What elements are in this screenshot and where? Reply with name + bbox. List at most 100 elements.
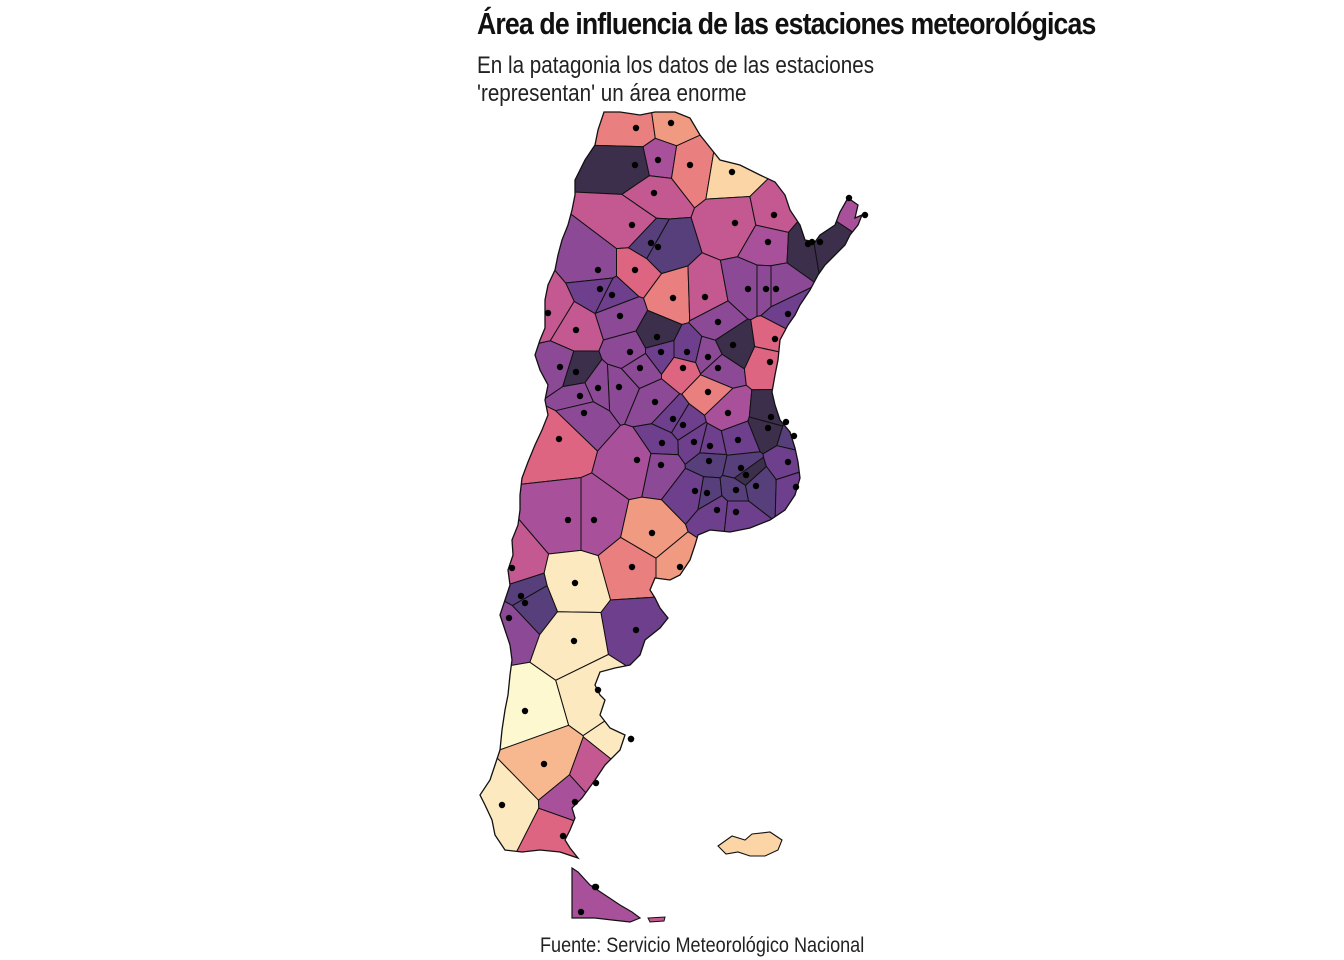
voronoi-cell bbox=[480, 140, 650, 195]
station-point bbox=[521, 707, 529, 715]
voronoi-cell bbox=[749, 148, 812, 233]
station-point bbox=[744, 285, 752, 293]
station-point bbox=[705, 457, 713, 465]
voronoi-cell bbox=[600, 596, 794, 693]
station-point bbox=[594, 266, 602, 274]
voronoi-cell bbox=[554, 401, 622, 452]
map-subtitle: En la patagonia los datos de las estacio… bbox=[477, 52, 874, 108]
station-point bbox=[767, 413, 775, 421]
voronoi-cell bbox=[762, 445, 840, 481]
station-point bbox=[770, 211, 778, 219]
source-caption: Fuente: Servicio Meteorológico Nacional bbox=[540, 934, 865, 957]
station-point bbox=[636, 364, 644, 372]
station-point bbox=[616, 312, 624, 320]
map-title: Área de influencia de las estaciones met… bbox=[477, 6, 1096, 41]
voronoi-cell bbox=[797, 112, 862, 265]
station-point bbox=[654, 243, 662, 251]
station-point bbox=[647, 239, 655, 247]
station-point bbox=[691, 487, 699, 495]
station-point bbox=[580, 409, 588, 417]
station-point bbox=[679, 421, 687, 429]
station-point bbox=[690, 438, 698, 446]
station-point bbox=[498, 801, 506, 809]
station-point bbox=[608, 291, 616, 299]
station-point bbox=[676, 563, 684, 571]
station-point bbox=[555, 435, 563, 443]
voronoi-cell bbox=[480, 149, 575, 366]
station-point bbox=[861, 211, 869, 219]
station-point bbox=[669, 294, 677, 302]
station-point bbox=[544, 309, 552, 317]
station-point bbox=[556, 363, 564, 371]
station-point bbox=[521, 599, 529, 607]
station-point bbox=[626, 348, 634, 356]
station-point bbox=[571, 579, 579, 587]
station-point bbox=[742, 471, 750, 479]
station-point bbox=[596, 285, 604, 293]
station-point bbox=[631, 161, 639, 169]
station-point bbox=[615, 383, 623, 391]
station-point bbox=[572, 326, 580, 334]
station-point bbox=[737, 464, 745, 472]
station-point bbox=[505, 614, 513, 622]
station-point bbox=[633, 456, 641, 464]
voronoi-cells bbox=[480, 112, 862, 858]
station-point bbox=[701, 293, 709, 301]
station-point bbox=[570, 637, 578, 645]
station-point bbox=[517, 592, 525, 600]
voronoi-cell bbox=[776, 369, 862, 461]
station-point bbox=[706, 442, 714, 450]
voronoi-cell bbox=[480, 112, 656, 148]
station-point bbox=[714, 364, 722, 372]
subtitle-line-2: 'representan' un área enorme bbox=[477, 80, 747, 107]
station-point bbox=[771, 335, 779, 343]
station-point bbox=[766, 358, 774, 366]
station-point bbox=[627, 735, 635, 743]
station-point bbox=[713, 506, 721, 514]
islas-malvinas-cell bbox=[717, 831, 783, 857]
station-point bbox=[631, 266, 639, 274]
station-point bbox=[648, 529, 656, 537]
station-point bbox=[764, 238, 772, 246]
station-point bbox=[808, 238, 816, 246]
station-point bbox=[816, 238, 824, 246]
station-point bbox=[679, 364, 687, 372]
station-point bbox=[594, 384, 602, 392]
station-point bbox=[628, 563, 636, 571]
station-point bbox=[572, 368, 580, 376]
station-point bbox=[782, 418, 790, 426]
station-point bbox=[729, 341, 737, 349]
voronoi-cell bbox=[774, 456, 862, 737]
station-point bbox=[732, 486, 740, 494]
station-point bbox=[732, 508, 740, 516]
station-point bbox=[784, 458, 792, 466]
station-point bbox=[790, 432, 798, 440]
station-point bbox=[571, 798, 579, 806]
station-point bbox=[703, 489, 711, 497]
station-point bbox=[594, 686, 602, 694]
voronoi-cell bbox=[705, 112, 811, 200]
station-point bbox=[784, 310, 792, 318]
station-point bbox=[540, 760, 548, 768]
station-point bbox=[792, 483, 800, 491]
station-point bbox=[752, 482, 760, 490]
station-point bbox=[669, 415, 677, 423]
station-point bbox=[657, 348, 665, 356]
voronoi-cell bbox=[655, 531, 862, 714]
station-point bbox=[667, 119, 675, 127]
station-point bbox=[653, 333, 661, 341]
station-point bbox=[714, 318, 722, 326]
station-point bbox=[686, 161, 694, 169]
station-point bbox=[577, 908, 585, 916]
station-point bbox=[592, 883, 600, 891]
station-point bbox=[654, 156, 662, 164]
voronoi-cell bbox=[743, 346, 862, 391]
tierra-del-fuego-cell bbox=[571, 866, 642, 923]
station-point bbox=[704, 388, 712, 396]
station-point bbox=[632, 626, 640, 634]
station-point bbox=[845, 194, 853, 202]
station-point bbox=[683, 348, 691, 356]
subtitle-line-1: En la patagonia los datos de las estacio… bbox=[477, 52, 875, 79]
station-point bbox=[590, 516, 598, 524]
